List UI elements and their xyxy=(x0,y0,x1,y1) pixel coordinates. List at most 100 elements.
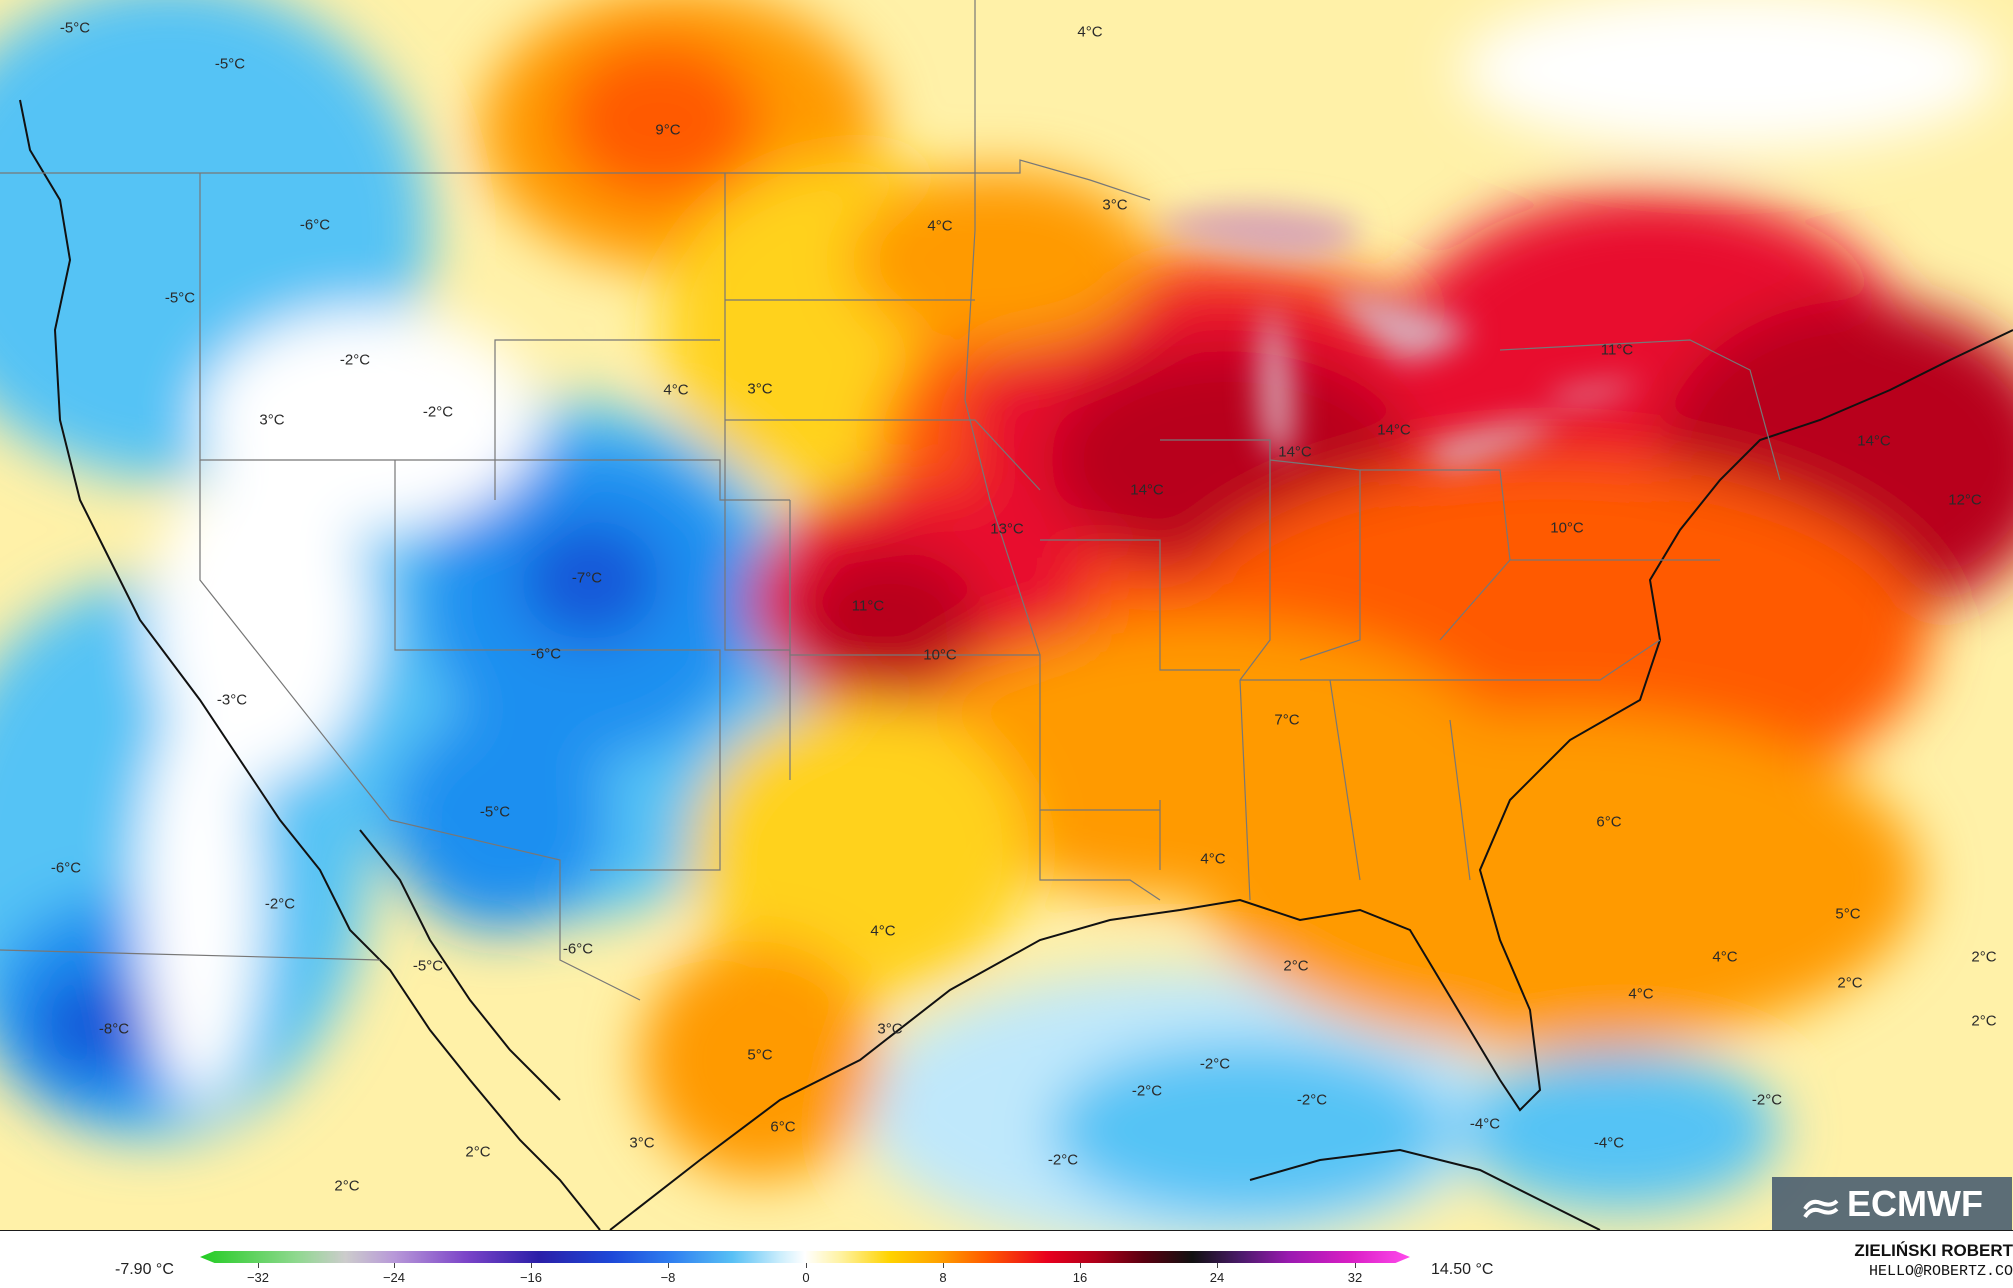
temperature-label: 3°C xyxy=(877,1020,903,1038)
temperature-label: -6°C xyxy=(530,645,562,663)
temperature-label: 14°C xyxy=(1130,481,1164,499)
temperature-label: 7°C xyxy=(1274,711,1300,729)
temperature-label: -2°C xyxy=(1131,1082,1163,1100)
author-email: HELLO@ROBERTZ.CO xyxy=(1868,1263,2013,1280)
legend-max-value: 14.50 °C xyxy=(1431,1261,1494,1278)
temperature-label: 4°C xyxy=(1712,948,1738,966)
temperature-label: 2°C xyxy=(1971,1012,1997,1030)
temperature-label: 12°C xyxy=(1948,491,1982,509)
scale-tick-mark xyxy=(1217,1263,1218,1268)
temperature-label: 2°C xyxy=(1283,957,1309,975)
temperature-label: -5°C xyxy=(59,19,91,37)
temperature-label: 5°C xyxy=(1835,905,1861,923)
temperature-label: 3°C xyxy=(747,380,773,398)
map-graphic xyxy=(0,0,2013,1230)
temperature-label: -7°C xyxy=(571,569,603,587)
temperature-label: -8°C xyxy=(98,1020,130,1038)
coastlines xyxy=(19,99,2013,1230)
temperature-label: 3°C xyxy=(259,411,285,429)
scale-tick-label: −16 xyxy=(519,1270,543,1285)
lakes-region xyxy=(1330,290,1470,360)
temperature-label: 3°C xyxy=(629,1134,655,1152)
scale-tick-mark xyxy=(531,1263,532,1268)
temperature-label: 9°C xyxy=(655,121,681,139)
zero-region xyxy=(1460,0,2000,150)
temperature-label: -2°C xyxy=(1047,1151,1079,1169)
temperature-label: 2°C xyxy=(1971,948,1997,966)
legend-min-value: -7.90 °C xyxy=(115,1261,174,1278)
orange-region xyxy=(900,620,1500,900)
temperature-label: 5°C xyxy=(747,1046,773,1064)
scale-tick-label: 24 xyxy=(1209,1270,1225,1285)
dark-red-region xyxy=(800,550,980,690)
scale-tick-label: 0 xyxy=(802,1270,810,1285)
temperature-label: 4°C xyxy=(870,922,896,940)
scale-tick-mark xyxy=(943,1263,944,1268)
lakes-region xyxy=(1420,420,1560,470)
scale-tick-mark xyxy=(1080,1263,1081,1268)
scale-tick-label: 32 xyxy=(1347,1270,1363,1285)
ecmwf-logo-icon xyxy=(1801,1190,1841,1218)
temperature-label: -5°C xyxy=(412,957,444,975)
temperature-label: 14°C xyxy=(1377,421,1411,439)
cold-deep-region xyxy=(520,520,660,640)
logo-text: ECMWF xyxy=(1847,1182,1983,1224)
lakes-region xyxy=(1150,206,1359,260)
ecmwf-logo: ECMWF xyxy=(1772,1177,2012,1230)
temperature-label: 10°C xyxy=(923,646,957,664)
temperature-label: 11°C xyxy=(1600,341,1634,359)
temperature-label: -6°C xyxy=(562,940,594,958)
cold-sky-region xyxy=(1460,1050,1780,1210)
scale-tick-label: 16 xyxy=(1072,1270,1088,1285)
temperature-label: -5°C xyxy=(479,803,511,821)
temperature-label: 14°C xyxy=(1278,443,1312,461)
temperature-label: 4°C xyxy=(927,217,953,235)
scale-tick-mark xyxy=(806,1263,807,1268)
temperature-label: -2°C xyxy=(264,895,296,913)
lakes xyxy=(1150,206,1640,470)
temperature-label: 6°C xyxy=(1596,813,1622,831)
temperature-label: -2°C xyxy=(1296,1091,1328,1109)
yellow-region xyxy=(690,700,1030,1000)
temperature-label: 2°C xyxy=(1837,974,1863,992)
temperature-label: 2°C xyxy=(334,1177,360,1195)
temperature-label: 14°C xyxy=(1857,432,1891,450)
temperature-label: -4°C xyxy=(1469,1115,1501,1133)
scale-tick-label: 8 xyxy=(939,1270,947,1285)
scale-tick-label: −24 xyxy=(382,1270,406,1285)
temperature-label: 4°C xyxy=(1077,23,1103,41)
scale-tick-mark xyxy=(258,1263,259,1268)
temperature-label: -2°C xyxy=(339,351,371,369)
scale-tick-mark xyxy=(394,1263,395,1268)
temperature-anomaly-map: -5°C -5°C 9°C 4°C -6°C 4°C 3°C -5°C -2°C 3°C -2°C 4… xyxy=(0,0,2013,1230)
temperature-label: 4°C xyxy=(1628,985,1654,1003)
scale-tick-label: −8 xyxy=(660,1270,676,1285)
lakes-region xyxy=(1259,300,1293,456)
scale-tick-mark xyxy=(1355,1263,1356,1268)
temperature-label: -5°C xyxy=(164,289,196,307)
temperature-label: -4°C xyxy=(1593,1134,1625,1152)
state-borders xyxy=(0,0,1781,1001)
temperature-label: 4°C xyxy=(663,381,689,399)
temperature-label: -6°C xyxy=(299,216,331,234)
temperature-label: 10°C xyxy=(1550,519,1584,537)
temperature-label: -5°C xyxy=(214,55,246,73)
temperature-label: 6°C xyxy=(770,1118,796,1136)
zero-region xyxy=(140,700,260,1100)
cold-blue-region xyxy=(390,710,610,930)
temperature-label: -2°C xyxy=(1751,1091,1783,1109)
temperature-label: 2°C xyxy=(465,1143,491,1161)
zero-region xyxy=(150,460,370,780)
orange-region xyxy=(850,170,1150,350)
temperature-field xyxy=(0,0,2013,1230)
deep-orange-region xyxy=(560,40,760,200)
temperature-label: 11°C xyxy=(851,597,885,615)
lakes-region xyxy=(1550,380,1640,405)
temperature-label: -2°C xyxy=(1199,1055,1231,1073)
temperature-label: -2°C xyxy=(422,403,454,421)
temperature-label: 3°C xyxy=(1102,196,1128,214)
legend-bar: -7.90 °C −32 −24 −16 −8 0 8 16 24 32 14.50 °C ZI… xyxy=(0,1230,2013,1288)
author-name: ZIELIŃSKI ROBERT xyxy=(1854,1241,2013,1260)
temperature-label: -3°C xyxy=(216,691,248,709)
scale-tick-mark xyxy=(668,1263,669,1268)
